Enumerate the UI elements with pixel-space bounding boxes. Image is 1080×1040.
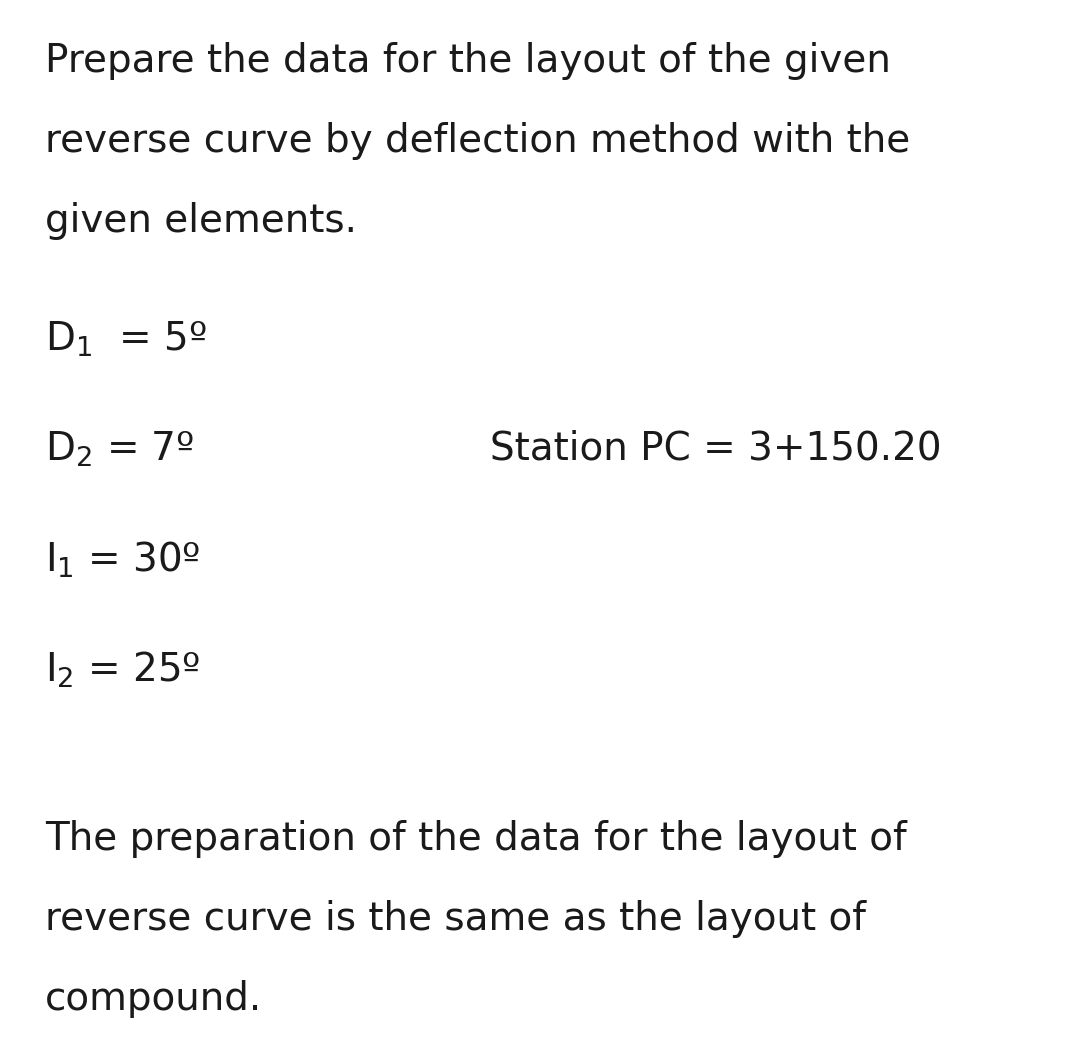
Text: D$_2$ = 7º: D$_2$ = 7º	[45, 430, 194, 469]
Text: Station PC = 3+150.20: Station PC = 3+150.20	[490, 430, 942, 468]
Text: I$_2$ = 25º: I$_2$ = 25º	[45, 650, 201, 691]
Text: The preparation of the data for the layout of: The preparation of the data for the layo…	[45, 820, 907, 858]
Text: reverse curve is the same as the layout of: reverse curve is the same as the layout …	[45, 900, 866, 938]
Text: compound.: compound.	[45, 980, 262, 1018]
Text: I$_1$ = 30º: I$_1$ = 30º	[45, 540, 201, 580]
Text: given elements.: given elements.	[45, 202, 357, 240]
Text: reverse curve by deflection method with the: reverse curve by deflection method with …	[45, 122, 910, 160]
Text: D$_1$  = 5º: D$_1$ = 5º	[45, 320, 206, 359]
Text: Prepare the data for the layout of the given: Prepare the data for the layout of the g…	[45, 42, 891, 80]
